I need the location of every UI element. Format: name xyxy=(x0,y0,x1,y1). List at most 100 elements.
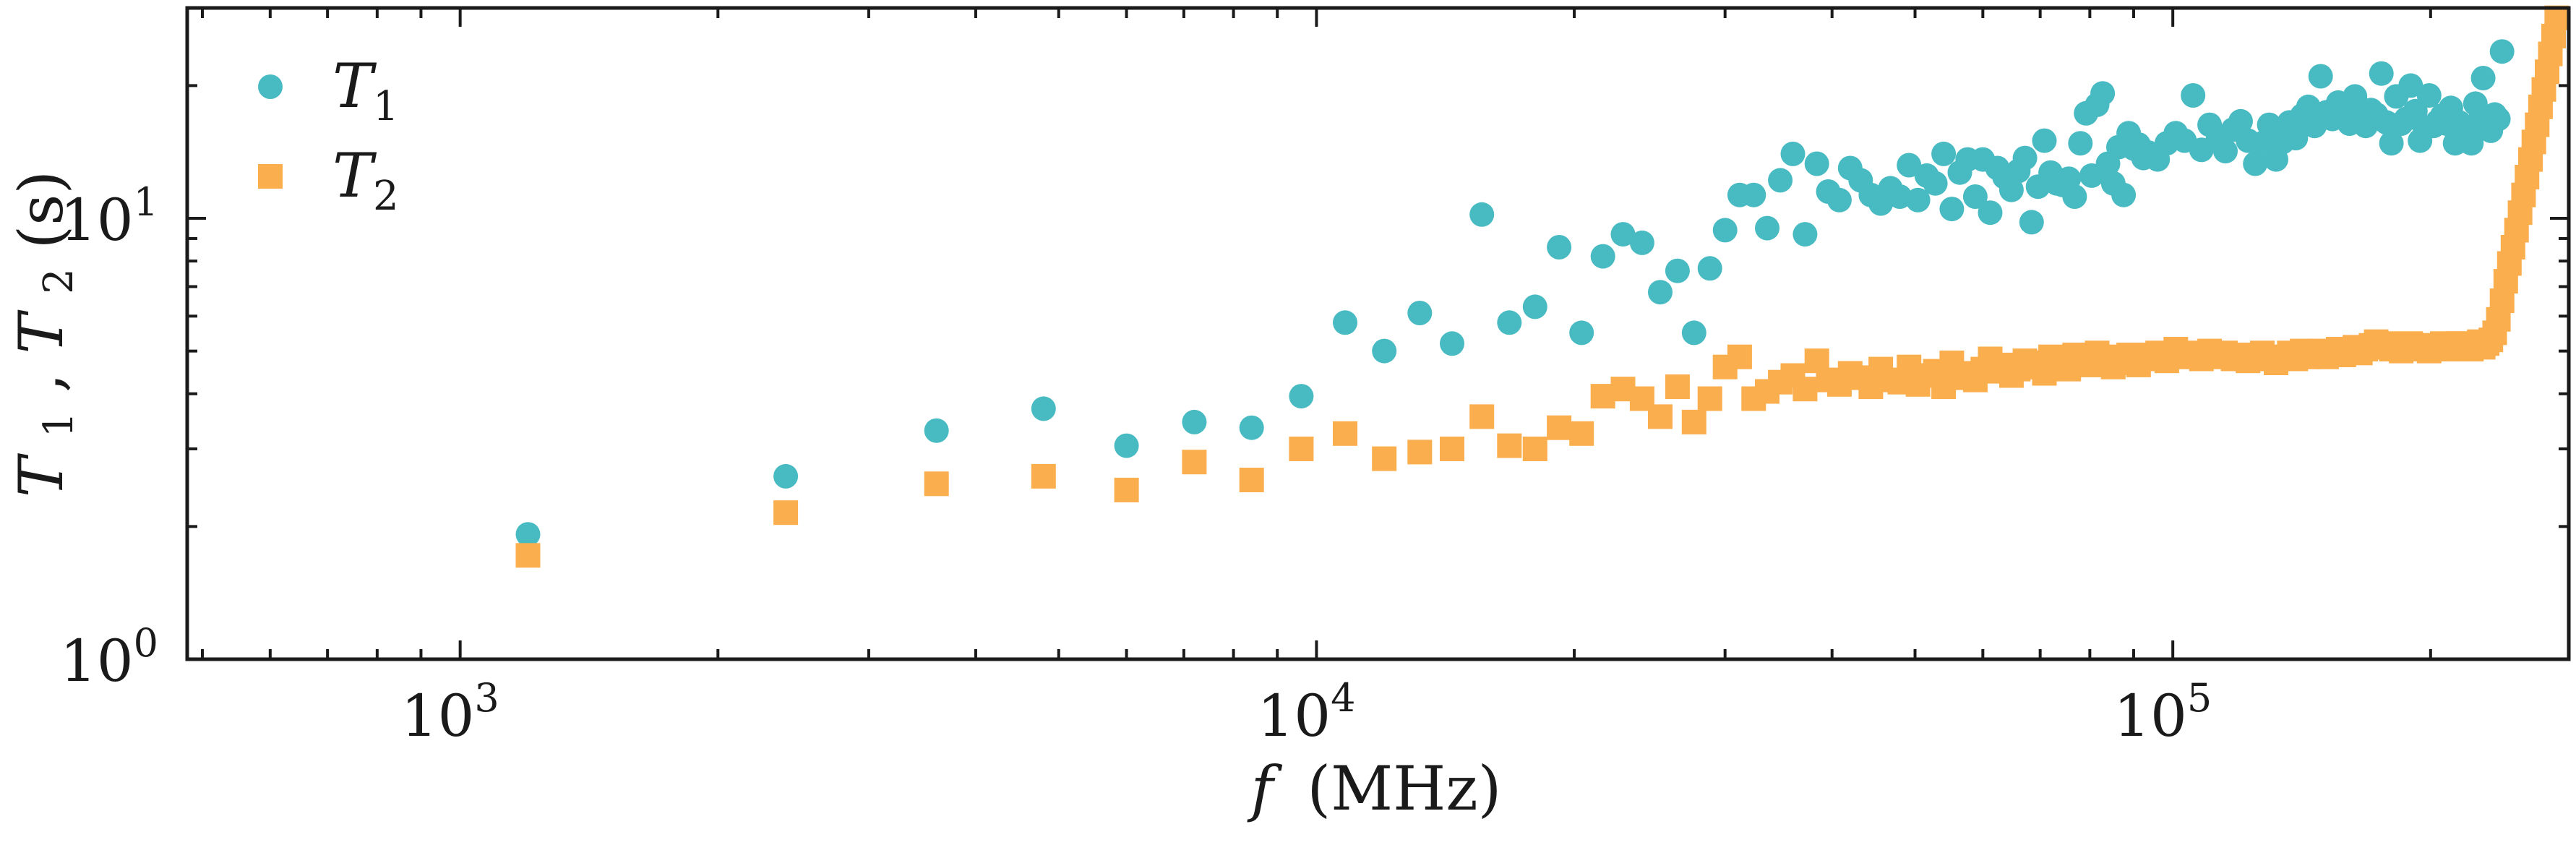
point-t1 xyxy=(1629,230,1654,255)
point-t1 xyxy=(2243,151,2268,176)
point-t2 xyxy=(1727,344,1752,369)
point-t1 xyxy=(1407,301,1433,325)
point-t2 xyxy=(1289,437,1314,461)
point-t1 xyxy=(1905,187,1931,213)
data-marks xyxy=(515,5,2569,568)
point-t1 xyxy=(1681,320,1706,346)
y-axis-t2: T xyxy=(6,309,77,354)
point-t1 xyxy=(2090,81,2116,106)
y-axis-t2-sub: 2 xyxy=(35,268,82,294)
point-t2 xyxy=(515,543,541,568)
point-t1 xyxy=(2486,106,2511,132)
point-t2 xyxy=(1697,386,1722,411)
point-t2 xyxy=(1665,374,1690,399)
x-tick-label: 104 xyxy=(1257,675,1355,750)
point-t2 xyxy=(1333,421,1357,446)
point-t2 xyxy=(1372,446,1397,471)
point-t1 xyxy=(2379,131,2404,156)
y-tick-label: 101 xyxy=(60,179,158,254)
y-axis-unit: (s) xyxy=(6,171,77,249)
point-t2 xyxy=(1114,477,1139,502)
legend-label-t2: T2 xyxy=(332,140,399,220)
legend-marker-t1 xyxy=(258,74,283,99)
plot-frame xyxy=(185,6,2571,661)
point-t1 xyxy=(1289,384,1314,409)
y-tick-label: 100 xyxy=(60,620,158,695)
point-t1 xyxy=(924,418,949,443)
point-t2 xyxy=(924,471,949,497)
point-t1 xyxy=(1998,177,2024,202)
point-t1 xyxy=(1804,151,1829,176)
point-t2 xyxy=(1031,463,1056,489)
point-t1 xyxy=(1114,433,1139,458)
point-t2 xyxy=(1182,450,1207,475)
point-t2 xyxy=(1407,439,1433,465)
point-t1 xyxy=(1931,141,1957,166)
point-t1 xyxy=(1887,184,1912,209)
point-t1 xyxy=(1793,222,1818,247)
point-t1 xyxy=(1333,310,1357,335)
point-t1 xyxy=(2257,112,2282,137)
point-t1 xyxy=(2019,210,2044,235)
point-t1 xyxy=(515,522,541,547)
point-t1 xyxy=(1182,409,1207,434)
point-t1 xyxy=(1923,171,1948,196)
point-t1 xyxy=(2416,83,2442,108)
point-t1 xyxy=(2308,64,2333,89)
point-t1 xyxy=(2032,128,2057,153)
point-t1 xyxy=(773,463,799,489)
point-t1 xyxy=(2181,83,2206,108)
point-t1 xyxy=(2459,131,2484,156)
point-t1 xyxy=(2111,182,2137,207)
point-t2 xyxy=(1547,415,1572,440)
point-t2 xyxy=(1681,409,1706,434)
point-t1 xyxy=(1962,184,1988,209)
y-axis-separator: , xyxy=(6,354,77,393)
point-t1 xyxy=(2343,84,2368,109)
point-t1 xyxy=(1522,294,1547,319)
x-axis-variable: f xyxy=(1247,753,1283,824)
point-t2 xyxy=(1497,433,1522,458)
x-axis-title: f (MHz) xyxy=(1247,753,1502,824)
point-t1 xyxy=(1440,331,1464,356)
point-t1 xyxy=(2250,131,2275,156)
point-t1 xyxy=(1031,396,1056,421)
point-t1 xyxy=(2489,39,2515,64)
point-t2 xyxy=(1569,421,1594,446)
y-axis-title: T 1 , T 2 (s) xyxy=(6,171,87,497)
x-axis-unit: (MHz) xyxy=(1307,753,1501,824)
series-t2 xyxy=(515,5,2569,568)
y-axis-t1-sub: 1 xyxy=(35,412,82,438)
point-t1 xyxy=(1648,280,1673,305)
point-t1 xyxy=(1755,215,1779,241)
point-t1 xyxy=(1547,235,1572,259)
point-t1 xyxy=(1665,258,1690,283)
point-t1 xyxy=(1978,200,2003,226)
point-t1 xyxy=(1497,310,1522,335)
point-t1 xyxy=(2369,61,2394,86)
point-t1 xyxy=(1897,153,1922,178)
legend-marker-t2 xyxy=(258,164,283,189)
legend-label-t1: T1 xyxy=(332,51,399,130)
point-t1 xyxy=(1469,202,1495,227)
point-t1 xyxy=(2398,73,2423,98)
x-tick-label: 105 xyxy=(2113,675,2212,750)
point-t1 xyxy=(1569,320,1594,346)
point-t1 xyxy=(1939,197,1965,222)
point-t1 xyxy=(1372,338,1397,364)
point-t1 xyxy=(1712,218,1738,243)
point-t1 xyxy=(2283,126,2309,151)
point-t2 xyxy=(1648,404,1673,429)
point-t1 xyxy=(1768,168,1793,193)
point-t1 xyxy=(1741,182,1766,207)
point-t1 xyxy=(2470,66,2496,90)
point-t2 xyxy=(1469,404,1495,429)
point-t1 xyxy=(1697,256,1722,281)
point-t1 xyxy=(1239,415,1264,440)
series-t1 xyxy=(515,39,2515,547)
point-t2 xyxy=(1793,377,1818,402)
point-t1 xyxy=(2068,131,2093,156)
